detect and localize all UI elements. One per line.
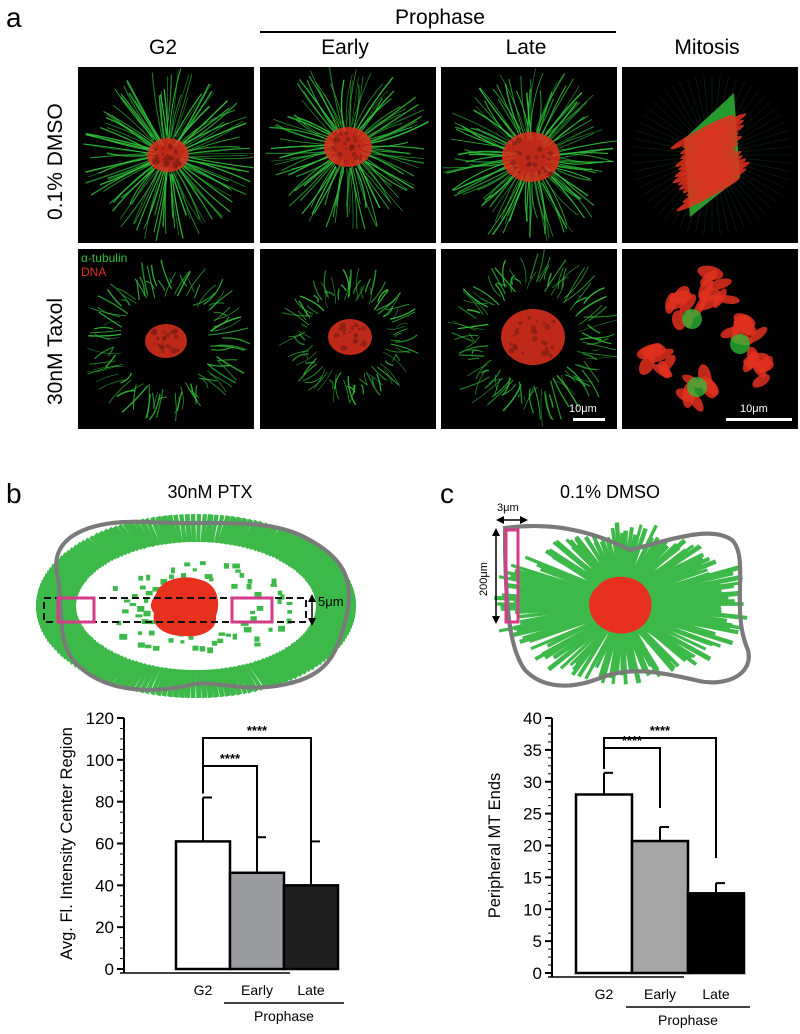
- chart-c-ytick-label: 20: [523, 837, 542, 856]
- chart-c-ytick-label: 15: [523, 868, 542, 887]
- chart-c: 0 5 10 15 20 25 30 35 40 Peripheral MT Ends G2 Earl…: [486, 709, 750, 1028]
- scale-bar-late: [573, 418, 605, 421]
- micrograph-taxol-g2: α-tubulin DNA: [78, 249, 254, 429]
- column-header-g2: G2: [148, 36, 177, 59]
- ptx-dna-blob: [150, 577, 219, 637]
- chart-c-category-label: G2: [595, 986, 614, 1002]
- chart-c-sig-bracket: [603, 737, 717, 858]
- prophase-header: Prophase: [395, 6, 485, 29]
- chart-b-sig-bracket: [202, 765, 258, 848]
- dmso-height-label: 200μm: [478, 562, 490, 596]
- micrograph-dmso-mitosis: [622, 67, 798, 243]
- ptx-roi-left: [56, 596, 96, 624]
- chart-c-group-label: Prophase: [658, 1012, 718, 1028]
- panel-c-letter: c: [440, 478, 454, 509]
- chart-b-sig-label: ****: [247, 723, 268, 738]
- chart-b-sig-bracket: [202, 737, 312, 878]
- ptx-dimension-label: 5μm: [318, 594, 344, 609]
- chart-b-ytick-label: 120: [86, 709, 114, 728]
- chart-b: 0 20 40 60 80 100 120 Avg. Fl. Intensity Center…: [58, 709, 344, 1024]
- dmso-roi: [504, 528, 520, 624]
- chart-b-sig-label: ****: [220, 751, 241, 766]
- scale-bar-mitosis: [726, 418, 792, 421]
- chart-b-bar-g2: [174, 840, 232, 971]
- chart-b-ytick-label: 80: [95, 793, 114, 812]
- chart-b-bar-early: [228, 871, 286, 971]
- chart-c-sig-label: ****: [622, 733, 643, 748]
- micrograph-dmso-late: [441, 67, 617, 243]
- column-header-late: Late: [505, 36, 547, 59]
- prophase-header-line: [260, 31, 616, 33]
- chart-b-ytick-label: 40: [95, 876, 114, 895]
- column-header-early: Early: [321, 36, 369, 59]
- chart-c-ytick-label: 30: [523, 773, 542, 792]
- dmso-width-label: 3μm: [497, 502, 519, 514]
- scale-bar-label-mitosis: 10μm: [740, 403, 768, 415]
- micrograph-taxol-early: [260, 249, 436, 429]
- chart-b-category-label: Late: [297, 982, 324, 998]
- chart-c-bar-g2: [574, 793, 634, 975]
- legend-dna: DNA: [81, 265, 107, 279]
- chart-c-ytick-label: 40: [523, 709, 542, 728]
- chart-c-sig-label: ****: [650, 723, 671, 738]
- dmso-dna-blob: [589, 576, 652, 634]
- chart-b-category-label: G2: [194, 982, 213, 998]
- row-label-dmso: 0.1% DMSO: [44, 103, 67, 220]
- column-header-mitosis: Mitosis: [674, 36, 740, 59]
- chart-b-ytick-label: 100: [86, 751, 114, 770]
- chart-b-ytick-label: 20: [95, 918, 114, 937]
- chart-c-ytick-label: 0: [533, 964, 542, 983]
- chart-c-bar-early: [630, 839, 690, 975]
- chart-c-ytick-label: 25: [523, 805, 542, 824]
- chart-c-bar-late: [686, 892, 746, 975]
- chart-c-ylabel: Peripheral MT Ends: [486, 773, 504, 919]
- chart-c-ytick-label: 35: [523, 741, 542, 760]
- micrograph-taxol-mitosis: 10μm: [622, 249, 798, 429]
- micrograph-dmso-early: [260, 67, 436, 243]
- chart-c-ytick-label: 10: [523, 900, 542, 919]
- chart-b-bar-late: [282, 884, 340, 971]
- panel-b-title: 30nM PTX: [167, 482, 253, 502]
- legend-tubulin: α-tubulin: [81, 251, 128, 265]
- ptx-cell-schematic: [36, 513, 356, 698]
- row-label-taxol: 30nM Taxol: [44, 297, 67, 405]
- chart-c-ytick-label: 5: [533, 932, 542, 951]
- chart-b-ytick-label: 0: [105, 960, 114, 979]
- chart-b-group-label: Prophase: [254, 1008, 314, 1024]
- micrograph-taxol-late: 10μm: [441, 249, 617, 429]
- ptx-inner-fibers: [112, 561, 293, 654]
- panel-b-letter: b: [6, 478, 22, 509]
- chart-b-ylabel: Avg. Fl. Intensity Center Region: [58, 727, 76, 960]
- micrograph-dmso-g2: [78, 67, 254, 243]
- ptx-roi-right: [230, 596, 274, 624]
- panel-a-letter: a: [6, 2, 22, 33]
- scale-bar-label-late: 10μm: [569, 403, 597, 415]
- chart-b-ytick-label: 60: [95, 835, 114, 854]
- chart-c-category-label: Early: [644, 986, 676, 1002]
- chart-c-category-label: Late: [702, 986, 729, 1002]
- panel-c-title: 0.1% DMSO: [559, 482, 661, 502]
- chart-b-category-label: Early: [241, 982, 273, 998]
- dmso-cell-schematic: [492, 516, 751, 688]
